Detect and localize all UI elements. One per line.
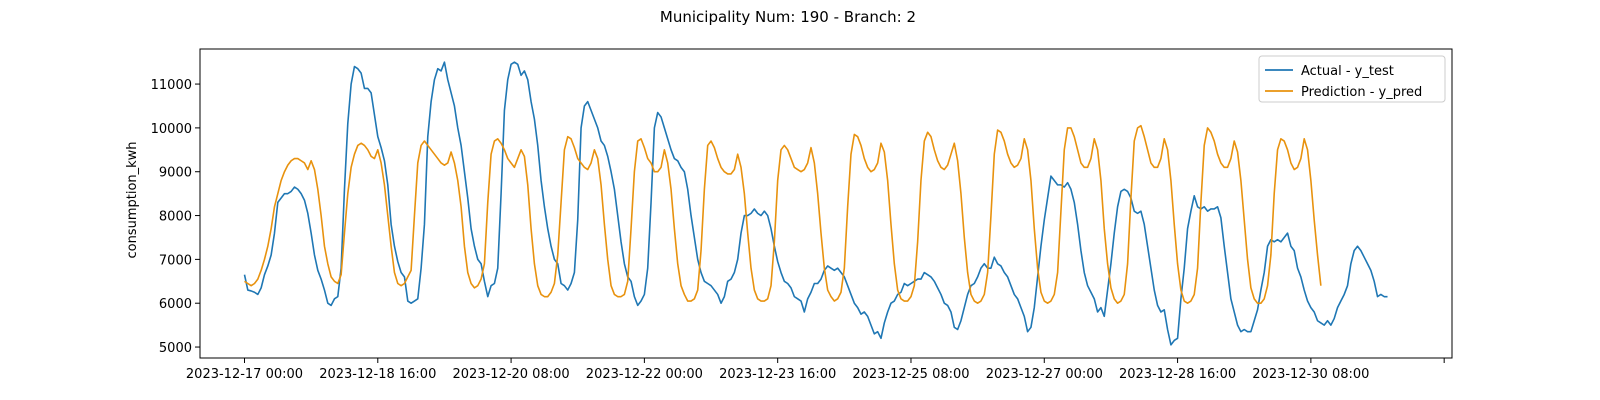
y-axis: 5000 6000 7000 8000 9000 10000 11000 xyxy=(151,78,200,356)
y-axis-label: consumption_kwh xyxy=(125,141,140,258)
x-tick-label: 2023-12-17 00:00 xyxy=(186,367,303,382)
y-tick-label: 8000 xyxy=(159,210,192,225)
legend-label: Actual - y_test xyxy=(1301,64,1394,79)
y-tick-label: 10000 xyxy=(151,122,192,137)
x-tick-label: 2023-12-18 16:00 xyxy=(319,367,436,382)
series-line-actual xyxy=(243,61,1388,346)
chart-title: Municipality Num: 190 - Branch: 2 xyxy=(660,8,916,26)
y-tick-label: 11000 xyxy=(151,78,192,93)
y-tick-label: 9000 xyxy=(159,166,192,181)
x-tick-label: 2023-12-30 08:00 xyxy=(1252,367,1369,382)
y-tick-label: 6000 xyxy=(159,297,192,312)
y-tick-label: 5000 xyxy=(159,341,192,356)
x-tick-label: 2023-12-28 16:00 xyxy=(1119,367,1236,382)
x-tick-label: 2023-12-20 08:00 xyxy=(453,367,570,382)
legend-box xyxy=(1258,55,1446,103)
legend: Actual - y_test Prediction - y_pred xyxy=(1258,55,1446,103)
x-axis: 2023-12-17 00:00 2023-12-18 16:00 2023-12-… xyxy=(186,358,1445,382)
legend-label: Prediction - y_pred xyxy=(1301,85,1422,100)
x-tick-label: 2023-12-23 16:00 xyxy=(719,367,836,382)
x-tick-label: 2023-12-25 08:00 xyxy=(852,367,969,382)
y-tick-label: 7000 xyxy=(159,253,192,268)
x-tick-label: 2023-12-27 00:00 xyxy=(986,367,1103,382)
series-group xyxy=(243,61,1388,346)
x-tick-label: 2023-12-22 00:00 xyxy=(586,367,703,382)
series-line-prediction xyxy=(244,124,1322,305)
plot-frame xyxy=(199,48,1453,359)
